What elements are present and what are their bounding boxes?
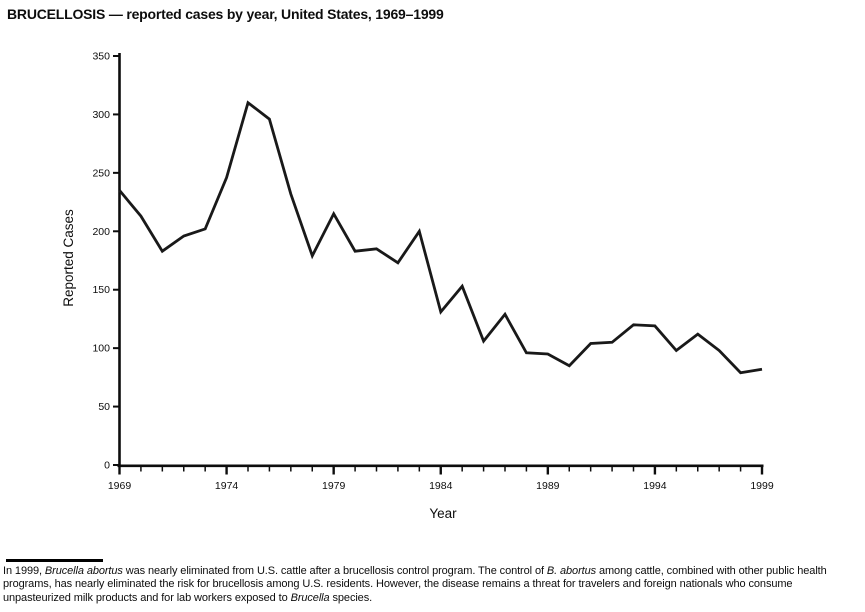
x-tick-label: 1999 (750, 480, 774, 492)
y-tick-label: 0 (104, 460, 110, 472)
y-tick-label: 100 (92, 343, 110, 355)
footnote-segment: Brucella (290, 591, 330, 604)
y-tick-label: 350 (92, 51, 110, 63)
x-tick-label: 1979 (322, 480, 346, 492)
footnote-divider (6, 559, 103, 562)
chart-title: BRUCELLOSIS — reported cases by year, Un… (7, 6, 444, 22)
y-tick-label: 300 (92, 109, 110, 121)
footnote-segment: In 1999, (3, 565, 45, 577)
footnote-segment: B. abortus (546, 565, 597, 577)
y-tick-label: 150 (92, 284, 110, 296)
x-tick-label: 1969 (108, 480, 132, 492)
footnote: In 1999, Brucella abortus was nearly eli… (0, 559, 865, 605)
y-tick-label: 250 (92, 167, 110, 179)
chart-svg: 0 50 100 150 200 250 300 350 1969 1974 1979 1984 198… (61, 51, 774, 522)
footnote-segment: among cattle, combined with other public… (3, 565, 827, 604)
x-axis-title: Year (429, 506, 457, 521)
x-tick-label: 1984 (429, 480, 453, 492)
footnote-segment: was nearly eliminated from U.S. cattle a… (122, 565, 547, 577)
x-tick-label: 1989 (536, 480, 560, 492)
footnote-text: In 1999, Brucella abortus was nearly eli… (3, 565, 863, 605)
x-tick-label: 1994 (643, 480, 667, 492)
footnote-segment: Brucella abortus (44, 565, 123, 577)
footnote-segment: species. (329, 591, 373, 604)
y-tick-label: 50 (98, 401, 110, 413)
y-axis-title: Reported Cases (61, 209, 76, 307)
y-tick-label: 200 (92, 226, 110, 238)
x-tick-label: 1974 (215, 480, 239, 492)
data-line-reported-cases (118, 100, 763, 375)
